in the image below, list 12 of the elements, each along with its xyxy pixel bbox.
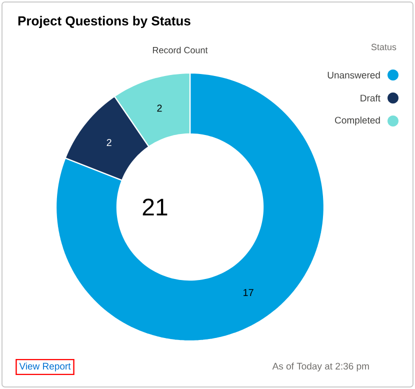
legend-label: Unanswered [328,72,380,78]
text: 21 [142,198,168,216]
legend-label: Draft [360,94,380,102]
legend-title: Status [371,44,396,50]
data-label: 17 [244,289,254,296]
text: As of Today at 2:36 pm [272,362,369,372]
legend-label: Completed [335,116,380,126]
chart-title: Project Questions by Status [18,16,190,28]
chart-subtitle: Record Count [152,46,208,54]
data-label: 2 [106,138,112,146]
text: View Report [19,362,71,372]
data-label: 2 [157,104,162,112]
